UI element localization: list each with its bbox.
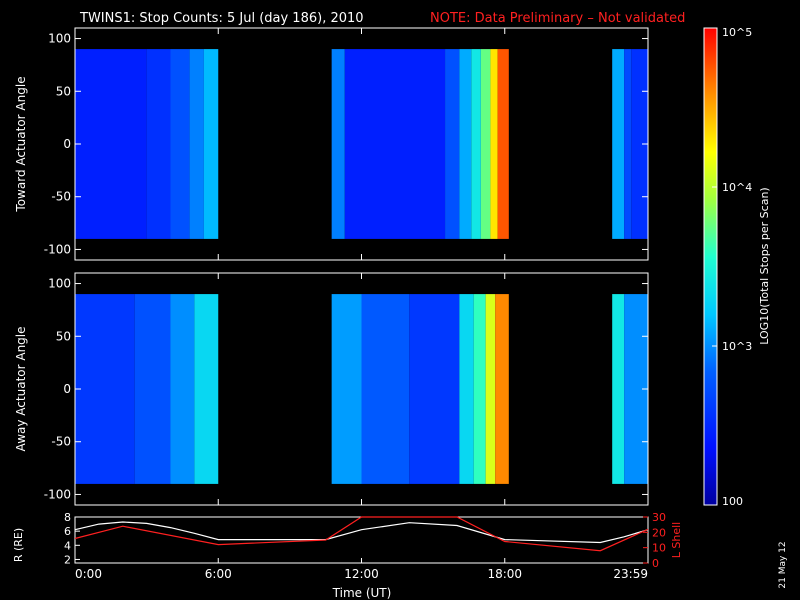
colorbar-tick-label: 10^5 (722, 26, 752, 39)
away-cell (361, 294, 410, 484)
orbit-axes-frame (74, 516, 649, 564)
toward-cell (624, 49, 632, 239)
toward-ytick-label: 50 (56, 84, 71, 98)
away-ytick-label: -50 (51, 435, 71, 449)
preliminary-note: NOTE: Data Preliminary – Not validated (430, 11, 685, 26)
l-shell-ytick-label: 0 (652, 557, 659, 570)
toward-cell (480, 49, 491, 239)
toward-cell (146, 49, 171, 239)
time-xtick-label: 6:00 (205, 567, 232, 581)
l-shell-ytick-label: 20 (652, 526, 666, 539)
colorbar-label: LOG10(Total Stops per Scan) (758, 187, 771, 344)
colorbar-gradient (703, 27, 718, 506)
away-cell (473, 294, 486, 484)
toward-cell (471, 49, 481, 239)
away-ytick-label: 0 (63, 382, 71, 396)
away-cell (495, 294, 509, 484)
away-ytick-label: 100 (48, 277, 71, 291)
colorbar-tick-label: 10^3 (722, 340, 752, 353)
away-cell (485, 294, 496, 484)
away-cell (612, 294, 625, 484)
r-ytick-label: 8 (64, 511, 71, 524)
time-xtick-label: 12:00 (344, 567, 379, 581)
toward-ticks: -100 -50 0 50 100 (44, 28, 648, 260)
orbit-lines (74, 516, 649, 552)
time-xtick-label: 23:59 (613, 567, 648, 581)
toward-heatmap-panel: -100 -50 0 50 100 Toward Actuator Angle (14, 27, 649, 261)
r-series-line (74, 521, 649, 544)
l-shell-ytick-label: 30 (652, 511, 666, 524)
r-axis-label: R (RE) (12, 528, 25, 562)
toward-cell (170, 49, 190, 239)
toward-ytick-label: -50 (51, 190, 71, 204)
away-cell (459, 294, 474, 484)
toward-cell (490, 49, 498, 239)
away-heatmap-panel: -100 -50 0 50 100 Away Actuator Angle (14, 272, 649, 506)
toward-ytick-label: -100 (44, 242, 71, 256)
colorbar-tick-label: 100 (722, 495, 743, 508)
away-cell (194, 294, 219, 484)
away-heatmap-cells (75, 294, 648, 484)
r-ytick-label: 2 (64, 553, 71, 566)
toward-ytick-label: 100 (48, 32, 71, 46)
toward-cell (459, 49, 472, 239)
away-cell (170, 294, 195, 484)
away-ticks: -100 -50 0 50 100 (44, 273, 648, 505)
away-ytick-label: -100 (44, 487, 71, 501)
toward-cell (445, 49, 460, 239)
toward-y-axis-label: Toward Actuator Angle (14, 76, 28, 212)
toward-cell (344, 49, 446, 239)
l-shell-series-line (74, 516, 649, 552)
toward-cell (203, 49, 219, 239)
toward-cell (612, 49, 625, 239)
time-xtick-label: 0:00 (75, 567, 102, 581)
toward-cell (189, 49, 204, 239)
date-stamp: 21 May 12 (778, 541, 788, 588)
r-axis-label-text: R (RE) (12, 528, 25, 562)
away-cell (75, 294, 135, 484)
toward-ytick-label: 0 (63, 137, 71, 151)
colorbar-tick-label: 10^4 (722, 181, 752, 194)
toward-cell (631, 49, 648, 239)
toward-cell (497, 49, 509, 239)
r-ytick-label: 6 (64, 525, 71, 538)
away-cell (409, 294, 460, 484)
away-cell (134, 294, 171, 484)
r-ytick-label: 4 (64, 539, 71, 552)
l-shell-axis-label: L Shell (670, 522, 683, 558)
away-cell (624, 294, 648, 484)
toward-heatmap-cells (75, 49, 648, 239)
away-ytick-label: 50 (56, 329, 71, 343)
toward-cell (75, 49, 147, 239)
time-xtick-label: 18:00 (487, 567, 522, 581)
chart-title: TWINS1: Stop Counts: 5 Jul (day 186), 20… (79, 11, 364, 26)
away-y-axis-label: Away Actuator Angle (14, 326, 28, 451)
colorbar-ticks: 100 10^3 10^4 10^5 (712, 26, 752, 508)
x-axis-label: Time (UT) (332, 586, 392, 600)
away-cell (331, 294, 362, 484)
l-shell-ytick-label: 10 (652, 542, 666, 555)
colorbar: 100 10^3 10^4 10^5 LOG10(Total Stops per Sc… (703, 26, 771, 508)
toward-cell (331, 49, 345, 239)
